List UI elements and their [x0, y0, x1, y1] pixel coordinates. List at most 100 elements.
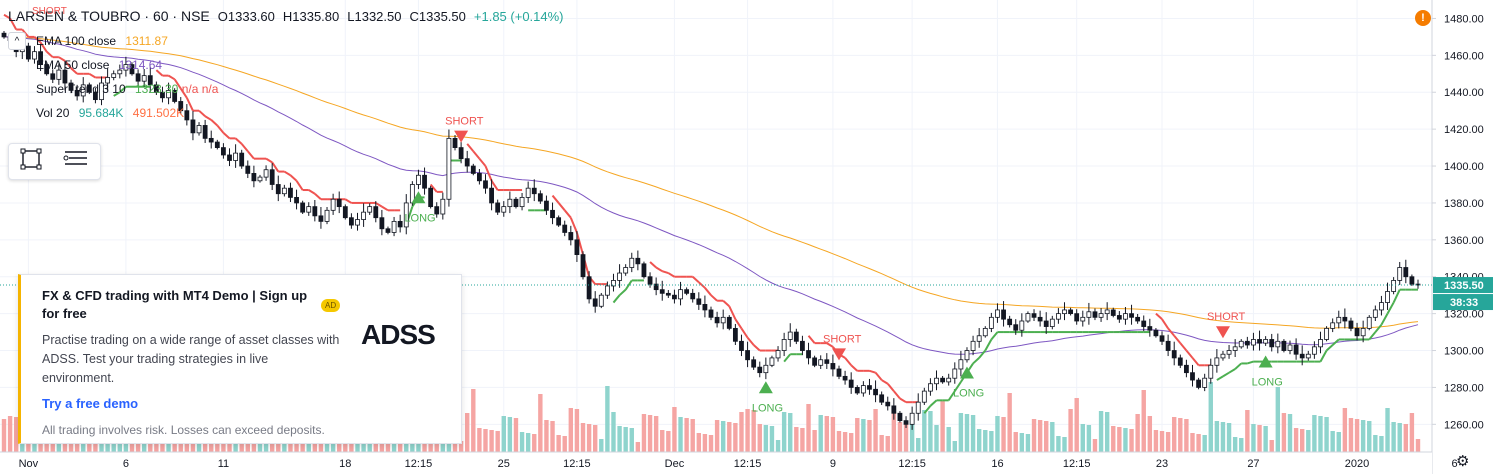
candle-body	[854, 387, 860, 394]
candle-body	[147, 75, 153, 86]
volume-bar	[885, 436, 890, 452]
candle-body	[403, 202, 409, 228]
volume-bar	[544, 420, 549, 452]
volume-bar	[1232, 437, 1238, 452]
candle-body	[470, 165, 476, 174]
ad-title[interactable]: FX & CFD trading with MT4 Demo | Sign up…	[42, 288, 308, 321]
try-free-demo-link[interactable]: Try a free demo	[42, 396, 139, 411]
supertrend-segment	[618, 288, 627, 296]
candle-body	[879, 394, 885, 403]
volume-bar	[605, 386, 610, 452]
time-tick-label: 11	[218, 458, 229, 470]
candle-body	[1342, 316, 1348, 322]
price-axis-bg	[1432, 0, 1494, 474]
gear-icon[interactable]: ⚙	[1456, 453, 1470, 470]
candle-body	[221, 147, 226, 156]
supertrend-segment	[295, 180, 304, 191]
candle-body	[74, 90, 80, 97]
candle-body	[1336, 316, 1342, 324]
candle-body	[934, 377, 939, 385]
volume-bar	[1196, 434, 1201, 452]
candle-body	[281, 187, 287, 195]
candle-body	[787, 331, 793, 340]
candle-body	[1153, 329, 1159, 337]
candle-body	[745, 350, 750, 361]
supertrend-segment	[113, 91, 121, 97]
legend-ema50[interactable]: EMA 50 close 1314.64	[36, 58, 162, 72]
candle-body	[269, 169, 275, 185]
candle-body	[1080, 316, 1086, 322]
supertrend-segment	[1247, 360, 1254, 365]
time-axis: Nov 6 11 18 12:15 25 12:15 Dec 12:15 9 12:15 16 12:1…	[0, 451, 1458, 474]
supertrend-segment	[978, 349, 987, 359]
volume-bar	[1178, 418, 1183, 452]
candle-body	[537, 193, 543, 202]
volume-bar	[830, 417, 836, 452]
volume-bar	[239, 436, 244, 452]
volume-bar	[1318, 416, 1323, 452]
volume-bar	[580, 423, 586, 452]
candle-body	[1110, 309, 1116, 316]
volume-bar	[623, 427, 628, 452]
candle-body	[751, 359, 757, 368]
candle-body	[684, 289, 690, 294]
candle-body	[1056, 313, 1061, 320]
rectangle-tool-icon[interactable]	[20, 148, 42, 175]
long-label: LONG	[1252, 376, 1283, 388]
time-tick-label: 16	[991, 458, 1003, 470]
legend-ema100[interactable]: EMA 100 close 1311.87	[36, 34, 168, 48]
short-label: SHORT	[445, 116, 484, 128]
candle-body	[1001, 309, 1006, 320]
volume-bar	[1050, 422, 1055, 452]
volume-bar	[1135, 414, 1140, 452]
candle-body	[1116, 315, 1122, 320]
collapse-legend-button[interactable]: ^	[8, 32, 26, 50]
candle-body	[891, 405, 897, 414]
supertrend-segment	[734, 318, 743, 329]
supertrend-segment	[984, 338, 993, 352]
volume-bar	[519, 432, 525, 452]
candle-body	[93, 91, 98, 101]
price-tick-label: 1400.00	[1444, 161, 1484, 173]
volume-bar	[775, 440, 781, 452]
candle-body	[921, 390, 927, 403]
volume-bar	[824, 416, 830, 452]
supertrend-segment	[33, 36, 42, 44]
candle-body	[867, 385, 872, 390]
legend-supertrend[interactable]: SuperTrend 3 10 1323.30 n/a n/a	[36, 82, 218, 96]
symbol-title[interactable]: LARSEN & TOUBRO · 60 · NSE	[8, 8, 210, 24]
candle-body	[720, 316, 726, 324]
volume-bar	[745, 409, 750, 452]
candle-body	[32, 51, 37, 60]
supertrend-segment	[1167, 327, 1175, 337]
candle-body	[623, 267, 629, 274]
candle-body	[1287, 344, 1293, 351]
ad-logo: ADSS	[361, 319, 436, 350]
volume-bar	[141, 442, 147, 452]
volume-bar	[556, 435, 561, 452]
alert-icon[interactable]: !	[1415, 10, 1431, 26]
volume-bar	[1373, 435, 1378, 452]
volume-bar	[781, 412, 787, 452]
volume-bar	[720, 421, 726, 452]
volume-bar	[1074, 398, 1079, 452]
supertrend-segment	[893, 390, 901, 400]
volume-bar	[1415, 439, 1421, 452]
candle-body	[391, 220, 397, 233]
volume-bar	[684, 418, 689, 452]
volume-bar	[794, 427, 799, 452]
candle-body	[1031, 313, 1037, 318]
candle-body	[836, 368, 842, 377]
candle-body	[1135, 316, 1141, 322]
legend-volume[interactable]: Vol 20 95.684K 491.502K	[36, 106, 184, 120]
supertrend-segment	[886, 383, 895, 392]
supertrend-segment	[874, 372, 883, 381]
candle-body	[330, 198, 336, 211]
object-tree-icon[interactable]	[63, 148, 89, 175]
supertrend-segment	[850, 364, 858, 372]
candle-body	[982, 327, 988, 337]
ad-banner[interactable]: FX & CFD trading with MT4 Demo | Sign up…	[18, 274, 462, 444]
ad-badge: AD	[321, 299, 341, 312]
volume-bar	[903, 423, 909, 452]
